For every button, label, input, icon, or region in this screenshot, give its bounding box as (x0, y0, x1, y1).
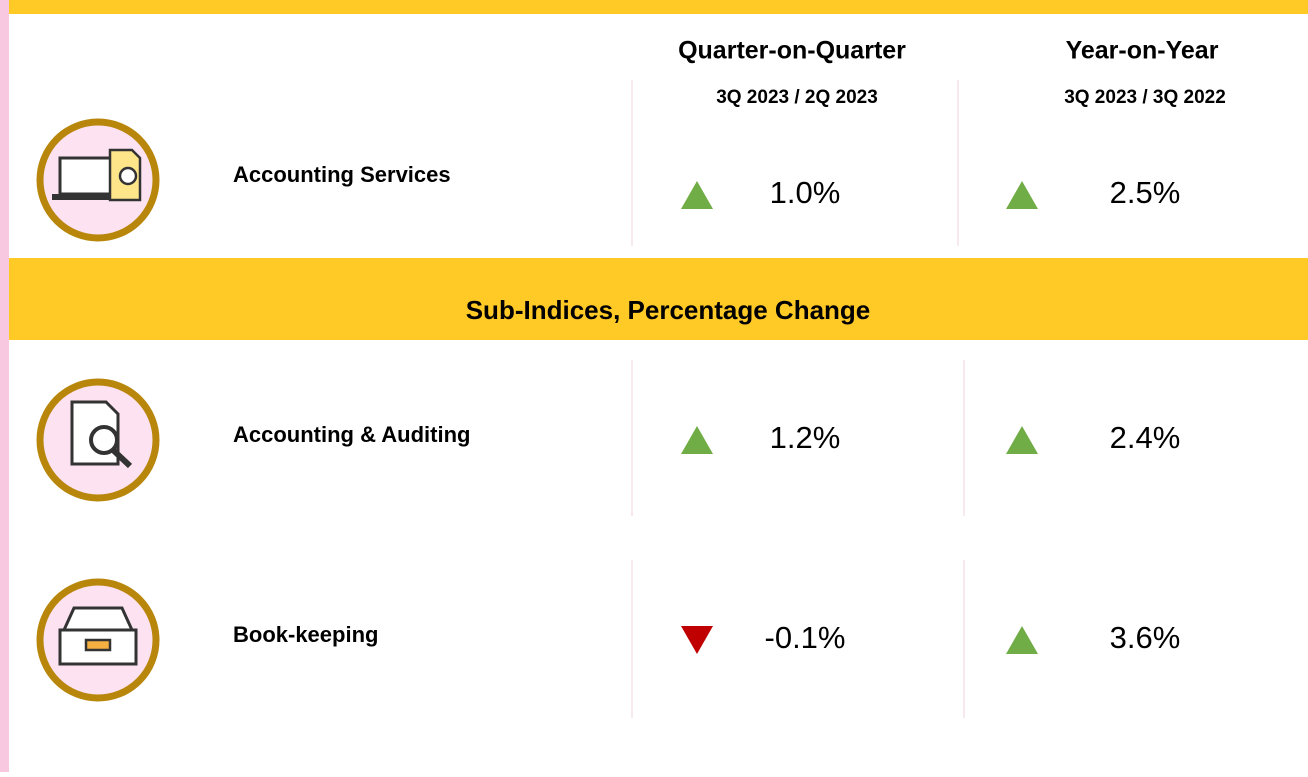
icon-laptop (36, 118, 160, 242)
change-value: 1.0% (770, 175, 841, 210)
top-banner (9, 0, 1308, 14)
change-value: 2.5% (1110, 175, 1181, 210)
section-title: Sub-Indices, Percentage Change (466, 295, 871, 325)
change-value: 2.4% (1110, 420, 1181, 455)
arrow-up (1006, 626, 1038, 654)
column-period: 3Q 2023 / 2Q 2023 (716, 87, 878, 108)
column-title: Year-on-Year (1066, 37, 1219, 65)
change-value: 3.6% (1110, 620, 1181, 655)
change-value: -0.1% (765, 620, 846, 655)
column-period: 3Q 2023 / 3Q 2022 (1064, 87, 1226, 108)
row-label: Book-keeping (233, 622, 378, 647)
row-label: Accounting & Auditing (233, 422, 470, 447)
arrow-up (681, 181, 713, 209)
left-border (0, 0, 9, 772)
arrow-up (1006, 426, 1038, 454)
separators (631, 80, 965, 718)
section-banner (9, 258, 1308, 340)
column-title: Quarter-on-Quarter (678, 37, 906, 65)
row-label: Accounting Services (233, 162, 451, 187)
arrow-up (681, 426, 713, 454)
change-value: 1.2% (770, 420, 841, 455)
arrow-down (681, 626, 713, 654)
icon-audit (36, 378, 160, 502)
icon-drawer (36, 578, 160, 702)
arrow-up (1006, 181, 1038, 209)
